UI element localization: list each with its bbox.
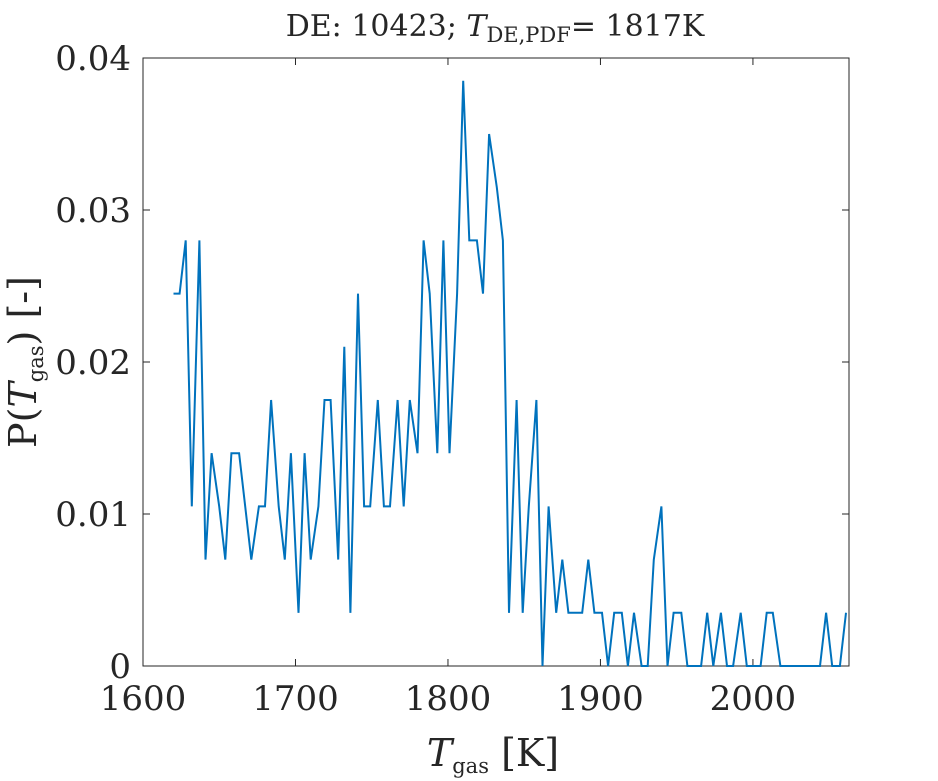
axis-ticks <box>142 57 849 667</box>
title-subscript: DE,PDF <box>486 23 570 47</box>
ylabel-subscript: gas <box>24 345 48 382</box>
ylabel-suffix: ) [-] <box>1 276 45 345</box>
title-variable: T <box>466 9 488 44</box>
xlabel-variable: T <box>427 731 455 775</box>
title-suffix: = 1817K <box>571 9 705 44</box>
axis-tick-labels: 1600 1700 1800 1900 2000 0 0.01 0.02 0.03 0.04 <box>55 39 796 719</box>
x-axis-label: Tgas [K] <box>427 731 559 778</box>
xlabel-subscript: gas <box>452 754 489 778</box>
x-tick-label: 2000 <box>710 679 797 719</box>
series-line <box>173 80 847 667</box>
y-axis-label: P(Tgas) [-] <box>1 276 48 448</box>
y-tick-label: 0.01 <box>55 495 131 535</box>
title-prefix: DE: 10423; <box>286 9 467 44</box>
xlabel-unit: [K] <box>489 731 559 775</box>
ylabel-prefix: P( <box>1 408 45 448</box>
y-tick-label: 0.04 <box>55 39 131 79</box>
chart-title: DE: 10423; TDE,PDF= 1817K <box>286 9 705 47</box>
y-tick-label: 0 <box>109 647 131 687</box>
x-tick-label: 1900 <box>557 679 644 719</box>
x-tick-label: 1600 <box>100 679 187 719</box>
y-tick-label: 0.03 <box>55 191 131 231</box>
plot-area <box>142 57 850 667</box>
x-tick-label: 1700 <box>252 679 339 719</box>
y-tick-label: 0.02 <box>55 343 131 383</box>
x-tick-label: 1800 <box>405 679 492 719</box>
ylabel-variable: T <box>1 380 45 408</box>
